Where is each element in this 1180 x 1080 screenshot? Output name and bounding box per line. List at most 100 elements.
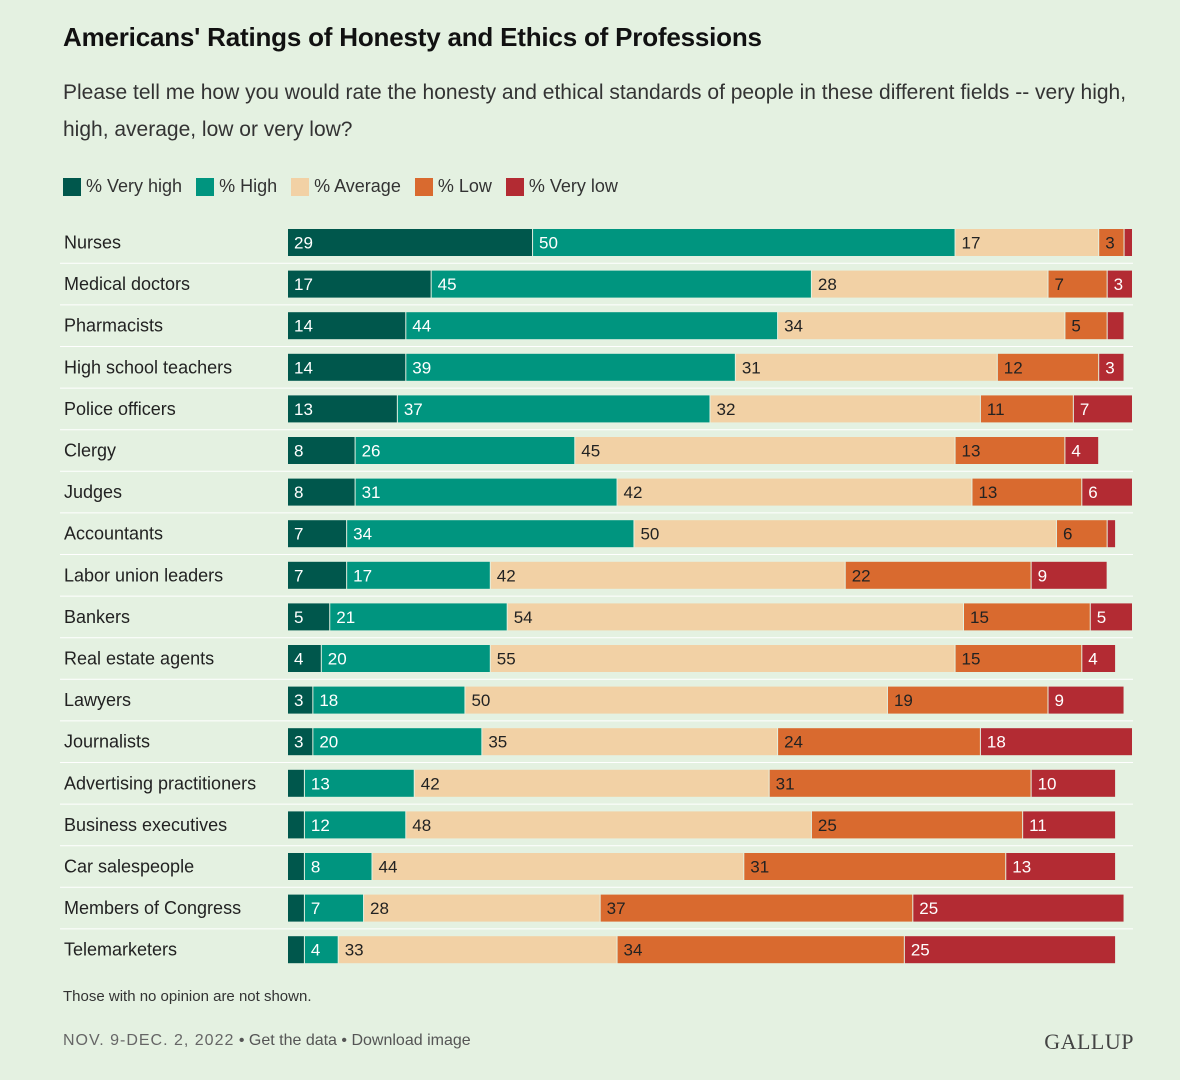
bar-segment-high xyxy=(304,936,338,964)
data-label: 13 xyxy=(311,774,330,793)
bar-row: Clergy 8 26 45 13 4 xyxy=(60,437,1133,472)
category-label: Judges xyxy=(64,482,122,502)
bar-segment-low xyxy=(955,645,1082,672)
bar-row: Medical doctors 17 45 28 7 3 xyxy=(60,270,1133,306)
bar-segment-high xyxy=(355,437,575,464)
data-label: 4 xyxy=(311,941,320,960)
category-label: Advertising practitioners xyxy=(64,773,256,793)
bar-segment-very-high xyxy=(288,520,347,548)
data-label: 5 xyxy=(1071,317,1080,336)
data-label: 29 xyxy=(294,234,313,253)
bar-segment-average xyxy=(465,686,887,714)
bar-segment-very-low xyxy=(1107,270,1132,298)
data-label: 14 xyxy=(294,358,313,377)
data-label: 37 xyxy=(607,899,626,918)
get-data-link[interactable]: Get the data xyxy=(248,1032,337,1049)
bar-segment-low xyxy=(980,395,1073,423)
data-label: 3 xyxy=(1105,234,1114,253)
footer: NOV. 9-DEC. 2, 2022 • Get the data • Dow… xyxy=(63,1032,471,1050)
bar-segment-very-high xyxy=(288,645,321,672)
data-label: 48 xyxy=(412,816,431,835)
legend-item-low: % Low xyxy=(414,176,492,197)
data-label: 5 xyxy=(1097,608,1106,627)
data-label: 9 xyxy=(1055,691,1064,710)
bar-segment-average xyxy=(955,229,1099,256)
bar-segment-high xyxy=(431,270,811,298)
bar-segment-low xyxy=(600,894,913,922)
data-label: 44 xyxy=(379,858,398,877)
data-label: 17 xyxy=(353,566,372,585)
bar-segment-very-high xyxy=(288,936,304,964)
bar-segment-high xyxy=(313,686,465,714)
category-label: Police officers xyxy=(64,399,176,419)
category-label: Journalists xyxy=(64,732,150,752)
bar-row: Judges 8 31 42 13 6 xyxy=(60,478,1133,514)
data-label: 12 xyxy=(1004,358,1023,377)
bar-row: Business executives 12 48 25 11 xyxy=(60,811,1133,847)
data-label: 3 xyxy=(1105,358,1114,377)
bar-segment-very-low xyxy=(1031,769,1116,797)
data-label: 50 xyxy=(539,234,558,253)
bar-segment-average xyxy=(482,728,778,756)
data-label: 15 xyxy=(962,650,981,669)
bar-segment-very-low xyxy=(1107,520,1116,548)
bar-row: Real estate agents 4 20 55 15 4 xyxy=(60,645,1133,680)
data-label: 20 xyxy=(319,733,338,752)
data-label: 55 xyxy=(497,650,516,669)
data-label: 7 xyxy=(1055,275,1064,294)
bar-segment-average xyxy=(778,312,1065,340)
data-label: 25 xyxy=(919,899,938,918)
legend-label-average: % Average xyxy=(314,176,401,196)
bar-segment-low xyxy=(887,686,1048,714)
bar-segment-very-high xyxy=(288,811,304,839)
bar-segment-high xyxy=(313,728,482,756)
bar-segment-very-high xyxy=(288,686,313,714)
data-label: 12 xyxy=(311,816,330,835)
bar-segment-high xyxy=(304,894,364,922)
bar-segment-low xyxy=(617,936,904,964)
category-label: Car salespeople xyxy=(64,857,194,877)
gallup-logo: GALLUP xyxy=(1044,1029,1134,1054)
bar-row: Police officers 13 37 32 11 7 xyxy=(60,395,1133,431)
data-label: 9 xyxy=(1038,566,1047,585)
bar-segment-very-high xyxy=(288,561,347,589)
bar-segment-average xyxy=(490,561,845,589)
bar-segment-average xyxy=(811,270,1048,298)
data-label: 54 xyxy=(514,608,533,627)
data-label: 25 xyxy=(818,816,837,835)
bar-segment-very-low xyxy=(1082,478,1132,506)
bar-row: Lawyers 3 18 50 19 9 xyxy=(60,686,1133,722)
bar-segment-high xyxy=(406,353,735,381)
data-label: 18 xyxy=(987,733,1006,752)
footer-separator: • xyxy=(341,1032,348,1049)
data-label: 4 xyxy=(294,650,303,669)
bar-segment-low xyxy=(964,603,1090,631)
bar-segment-high xyxy=(347,520,634,548)
bar-segment-low xyxy=(1056,520,1107,548)
data-label: 17 xyxy=(962,234,981,253)
category-label: Business executives xyxy=(64,815,227,835)
bar-segment-very-low xyxy=(904,936,1116,964)
bar-segment-very-high xyxy=(288,395,397,423)
legend-swatch-very-high xyxy=(63,177,81,196)
download-image-link[interactable]: Download image xyxy=(351,1032,471,1049)
legend-item-average: % Average xyxy=(291,176,401,197)
bar-segment-very-high xyxy=(288,312,406,340)
data-label: 8 xyxy=(294,483,303,502)
bar-segment-very-low xyxy=(1023,811,1116,839)
legend-label-very-low: % Very low xyxy=(528,176,618,196)
data-label: 18 xyxy=(319,691,338,710)
category-label: Labor union leaders xyxy=(64,565,223,585)
bar-segment-very-low xyxy=(1048,686,1124,714)
data-label: 50 xyxy=(640,525,659,544)
data-label: 6 xyxy=(1063,525,1072,544)
data-label: 28 xyxy=(370,899,389,918)
legend-swatch-low xyxy=(414,177,433,196)
data-label: 26 xyxy=(362,442,381,461)
bar-segment-very-low xyxy=(1006,853,1116,880)
data-label: 42 xyxy=(421,774,440,793)
category-label: Pharmacists xyxy=(64,316,163,336)
bar-segment-low xyxy=(845,561,1031,589)
data-label: 10 xyxy=(1038,774,1057,793)
bar-segment-very-high xyxy=(288,270,431,298)
